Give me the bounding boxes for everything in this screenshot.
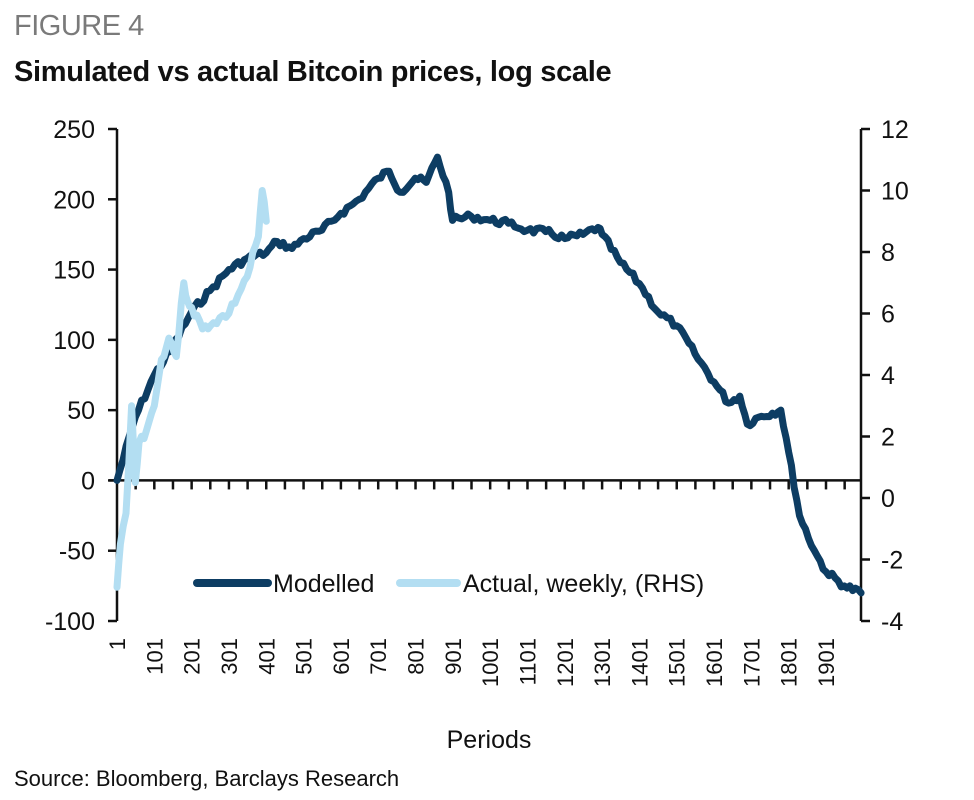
y-tick-label-right: 8 xyxy=(881,239,895,267)
x-tick-label: 701 xyxy=(366,638,391,675)
y-tick-label-right: -2 xyxy=(881,547,903,575)
x-tick-label: 201 xyxy=(180,638,205,675)
x-tick-label: 1201 xyxy=(553,638,578,687)
legend-label-modelled: Modelled xyxy=(273,570,374,598)
legend: Modelled Actual, weekly, (RHS) xyxy=(193,570,704,598)
y-tick-label-right: 2 xyxy=(881,424,895,452)
x-tick-label: 1 xyxy=(105,638,130,650)
y-tick-label-left: 50 xyxy=(67,397,95,425)
y-tick-label-right: 6 xyxy=(881,301,895,329)
x-tick-label: 1701 xyxy=(739,638,764,687)
figure-label: FIGURE 4 xyxy=(14,10,144,42)
y-tick-label-right: 4 xyxy=(881,362,895,390)
x-tick-label: 501 xyxy=(292,638,317,675)
x-tick-label: 1601 xyxy=(702,638,727,687)
chart-title: Simulated vs actual Bitcoin prices, log … xyxy=(14,56,612,88)
y-tick-label-left: 250 xyxy=(53,116,95,144)
y-tick-label-left: 150 xyxy=(53,257,95,285)
x-tick-label: 1801 xyxy=(777,638,802,687)
x-tick-label: 601 xyxy=(329,638,354,675)
x-tick-label: 401 xyxy=(254,638,279,675)
x-tick-label: 1901 xyxy=(814,638,839,687)
x-tick-label: 1101 xyxy=(515,638,540,685)
y-tick-label-left: 100 xyxy=(53,327,95,355)
y-tick-label-left: 0 xyxy=(81,467,95,495)
x-tick-label: 1301 xyxy=(590,638,615,687)
y-tick-label-right: 0 xyxy=(881,485,895,513)
x-tick-label: 1001 xyxy=(478,638,503,687)
x-tick-label: 901 xyxy=(441,638,466,675)
legend-label-actual: Actual, weekly, (RHS) xyxy=(463,570,704,598)
x-tick-label: 101 xyxy=(142,638,167,675)
y-tick-label-right: 10 xyxy=(881,178,909,206)
y-tick-label-left: 200 xyxy=(53,186,95,214)
y-tick-label-right: -4 xyxy=(881,608,903,636)
y-tick-label-left: -50 xyxy=(59,538,95,566)
x-tick-label: 1401 xyxy=(627,638,652,687)
x-tick-label: 801 xyxy=(404,638,429,675)
series-line-actual xyxy=(113,187,270,591)
x-tick-label: 1501 xyxy=(665,638,690,687)
source-note: Source: Bloomberg, Barclays Research xyxy=(14,766,400,791)
x-axis-title: Periods xyxy=(447,726,532,754)
series-layer xyxy=(113,153,865,597)
series-line-modelled xyxy=(113,153,865,597)
x-tick-label: 301 xyxy=(217,638,242,675)
y-tick-label-left: -100 xyxy=(45,608,95,636)
y-tick-label-right: 12 xyxy=(881,116,909,144)
